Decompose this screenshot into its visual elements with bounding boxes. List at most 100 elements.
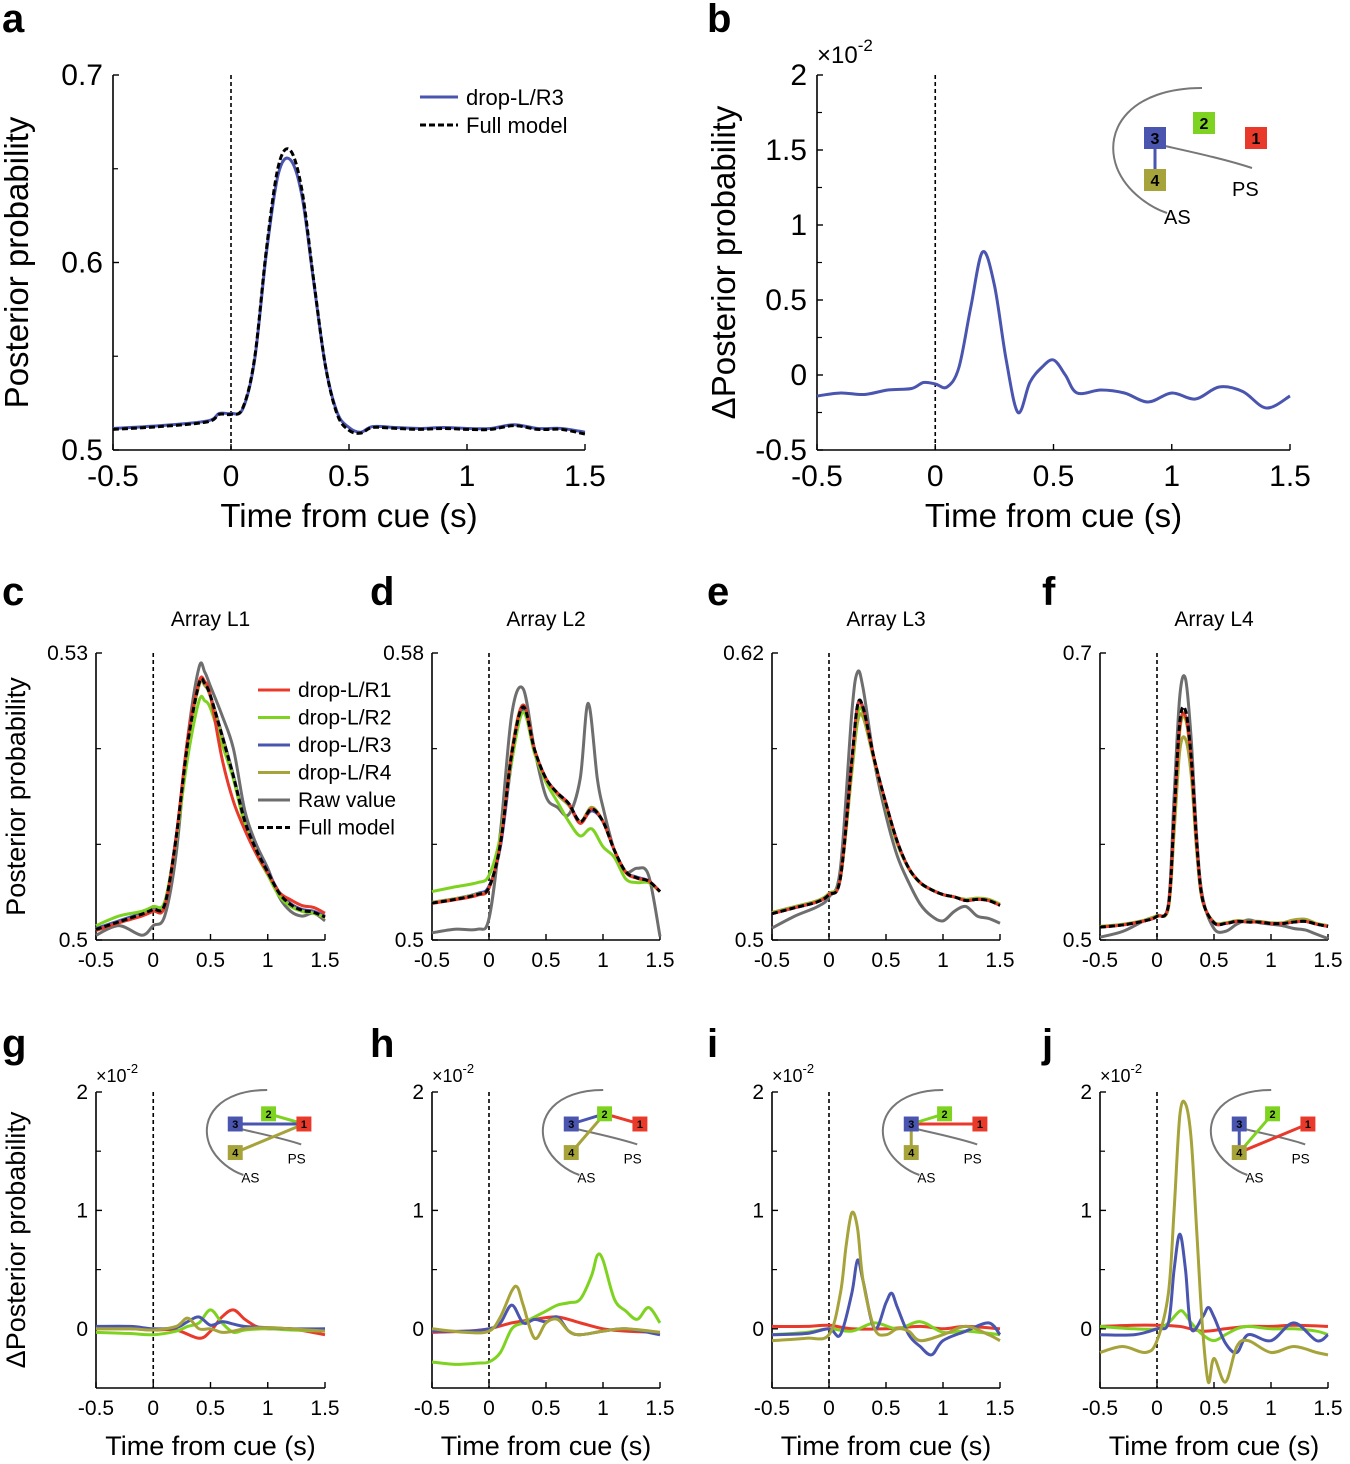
y-axis-label: Posterior probability xyxy=(1,677,31,916)
x-tick-label: 1 xyxy=(937,949,949,972)
x-tick-label: 1.5 xyxy=(1269,460,1311,493)
panel-label-c: c xyxy=(2,570,24,614)
panel-title-c: Array L1 xyxy=(171,608,250,631)
inset-label-ps: PS xyxy=(288,1151,306,1166)
inset-site-label-1: 1 xyxy=(301,1119,307,1131)
y-tick-label: 2 xyxy=(76,1081,88,1104)
x-tick-label: 1 xyxy=(1265,1397,1277,1420)
x-tick-label: 0.5 xyxy=(196,1397,225,1420)
x-tick-label: 0.5 xyxy=(1199,949,1228,972)
series-drop-l-r2 xyxy=(1099,1309,1329,1343)
series-drop-l-r1 xyxy=(95,675,326,932)
principal-sulcus xyxy=(1151,142,1253,169)
x-tick-label: 1 xyxy=(262,949,274,972)
inset-site-1 xyxy=(1300,1116,1316,1132)
inset-site-label-4: 4 xyxy=(1236,1148,1242,1160)
panel-label-i: i xyxy=(707,1022,718,1066)
panel-e: e Array L3 0.5 0.62 -0.5 0 0.5 1 1.5 xyxy=(707,570,1015,972)
y-tick-label: 0.5 xyxy=(395,929,424,952)
x-tick-label: 0 xyxy=(823,949,835,972)
series-drop-l-r1 xyxy=(431,703,662,905)
series-drop-l-r1 xyxy=(1099,711,1329,929)
inset-label-as: AS xyxy=(917,1170,935,1185)
x-tick-label: 1.5 xyxy=(310,1397,339,1420)
series-drop-l-r3 xyxy=(1099,711,1329,929)
y-tick-label: 1 xyxy=(790,209,807,242)
y-exponent: ×10-2 xyxy=(1100,1061,1142,1086)
series-drop-l-r3 xyxy=(112,156,586,434)
y-axis-label: Posterior probability xyxy=(0,116,35,408)
inset-label-as: AS xyxy=(1245,1170,1263,1185)
y-tick-label: 0 xyxy=(790,359,807,392)
x-axis-label: Time from cue (s) xyxy=(925,497,1182,534)
panel-c: c Array L1 0.5 0.53 -0.5 0 0.5 1 1.5 Posterior pr… xyxy=(1,570,396,972)
panel-h: h 0 1 2 -0.5 0 0.5 1 1.5 Time from cue (s) ×10-2 AS… xyxy=(370,1022,675,1461)
series-drop-l-r4 xyxy=(95,1316,326,1334)
panel-label-j: j xyxy=(1041,1022,1053,1066)
x-tick-label: -0.5 xyxy=(754,1397,790,1420)
x-axis-label: Time from cue (s) xyxy=(1109,1431,1320,1461)
legend-label: drop-L/R3 xyxy=(466,85,564,110)
y-tick-label: 1.5 xyxy=(765,134,807,167)
series-full-model xyxy=(95,677,326,931)
inset-connection-4 xyxy=(234,1122,305,1154)
y-tick-label: 0 xyxy=(412,1318,424,1341)
series-full-model xyxy=(431,705,662,905)
panel-g: g 0 1 2 -0.5 0 0.5 1 1.5 Time from cue (s) ΔPoster… xyxy=(1,1022,340,1461)
series-full-model xyxy=(1099,705,1329,929)
panel-a: a 0.5 0.6 0.7 -0.5 0 0.5 1 1.5 Time from cue (s) P… xyxy=(0,0,606,534)
inset-site-label-4: 4 xyxy=(1151,173,1160,190)
y-axis-label: ΔPosterior probability xyxy=(1,1111,31,1368)
x-tick-label: 1.5 xyxy=(985,1397,1014,1420)
series-raw-value xyxy=(1099,674,1329,940)
x-tick-label: 1.5 xyxy=(564,460,606,493)
inset-site-label-1: 1 xyxy=(1305,1119,1311,1131)
legend-label: Raw value xyxy=(298,789,396,812)
panel-j: j 0 1 2 -0.5 0 0.5 1 1.5 Time from cue (s) ×10-2 AS… xyxy=(1041,1022,1343,1461)
arcuate-sulcus xyxy=(205,1089,268,1176)
y-tick-label: 0.6 xyxy=(61,247,103,280)
series-drop-l-r4 xyxy=(1099,1099,1329,1384)
x-tick-label: 0.5 xyxy=(531,949,560,972)
y-exponent-power: -2 xyxy=(858,36,873,55)
y-tick-label: -0.5 xyxy=(755,434,807,467)
panel-label-e: e xyxy=(707,570,729,614)
inset-site-label-4: 4 xyxy=(232,1148,238,1160)
y-exponent-power: -2 xyxy=(127,1061,139,1076)
inset-site-label-1: 1 xyxy=(637,1119,643,1131)
inset-site-1 xyxy=(632,1116,648,1132)
y-tick-label: 0.62 xyxy=(723,642,764,665)
y-tick-label: 2 xyxy=(752,1081,764,1104)
panel-d: d Array L2 0.5 0.58 -0.5 0 0.5 1 1.5 xyxy=(370,570,675,972)
series-full-model xyxy=(771,698,1001,916)
inset-site-label-3: 3 xyxy=(908,1119,914,1131)
series-raw-value xyxy=(95,661,326,937)
series-drop-l-r3 xyxy=(95,677,326,930)
inset-label-as: AS xyxy=(241,1170,259,1185)
inset-site-3 xyxy=(1144,127,1166,149)
legend-label: drop-L/R3 xyxy=(298,734,391,757)
y-tick-label: 0.7 xyxy=(1063,642,1092,665)
series-drop-l-r4 xyxy=(1099,735,1329,928)
series-drop-l-r2 xyxy=(1099,714,1329,929)
inset-label-ps: PS xyxy=(1292,1151,1310,1166)
panel-label-a: a xyxy=(2,0,25,41)
x-tick-label: 1.5 xyxy=(1313,949,1342,972)
inset-site-3 xyxy=(903,1116,919,1132)
inset-site-4 xyxy=(903,1145,919,1161)
y-tick-label: 2 xyxy=(790,59,807,92)
x-tick-label: -0.5 xyxy=(791,460,843,493)
legend-label: drop-L/R1 xyxy=(298,679,391,702)
x-axis-label: Time from cue (s) xyxy=(105,1431,316,1461)
y-tick-label: 0.5 xyxy=(765,284,807,317)
x-tick-label: 0 xyxy=(823,1397,835,1420)
x-tick-label: 1.5 xyxy=(645,1397,674,1420)
arcuate-sulcus xyxy=(541,1089,604,1176)
y-tick-label: 0.5 xyxy=(735,929,764,952)
x-axis-label: Time from cue (s) xyxy=(220,497,477,534)
panel-b: b -0.5 0 0.5 1 1.5 2 -0.5 0 0.5 1 1.5 Time from cue … xyxy=(705,0,1311,534)
x-tick-label: 0.5 xyxy=(196,949,225,972)
inset-site-label-3: 3 xyxy=(568,1119,574,1131)
panel-title-e: Array L3 xyxy=(846,608,925,631)
